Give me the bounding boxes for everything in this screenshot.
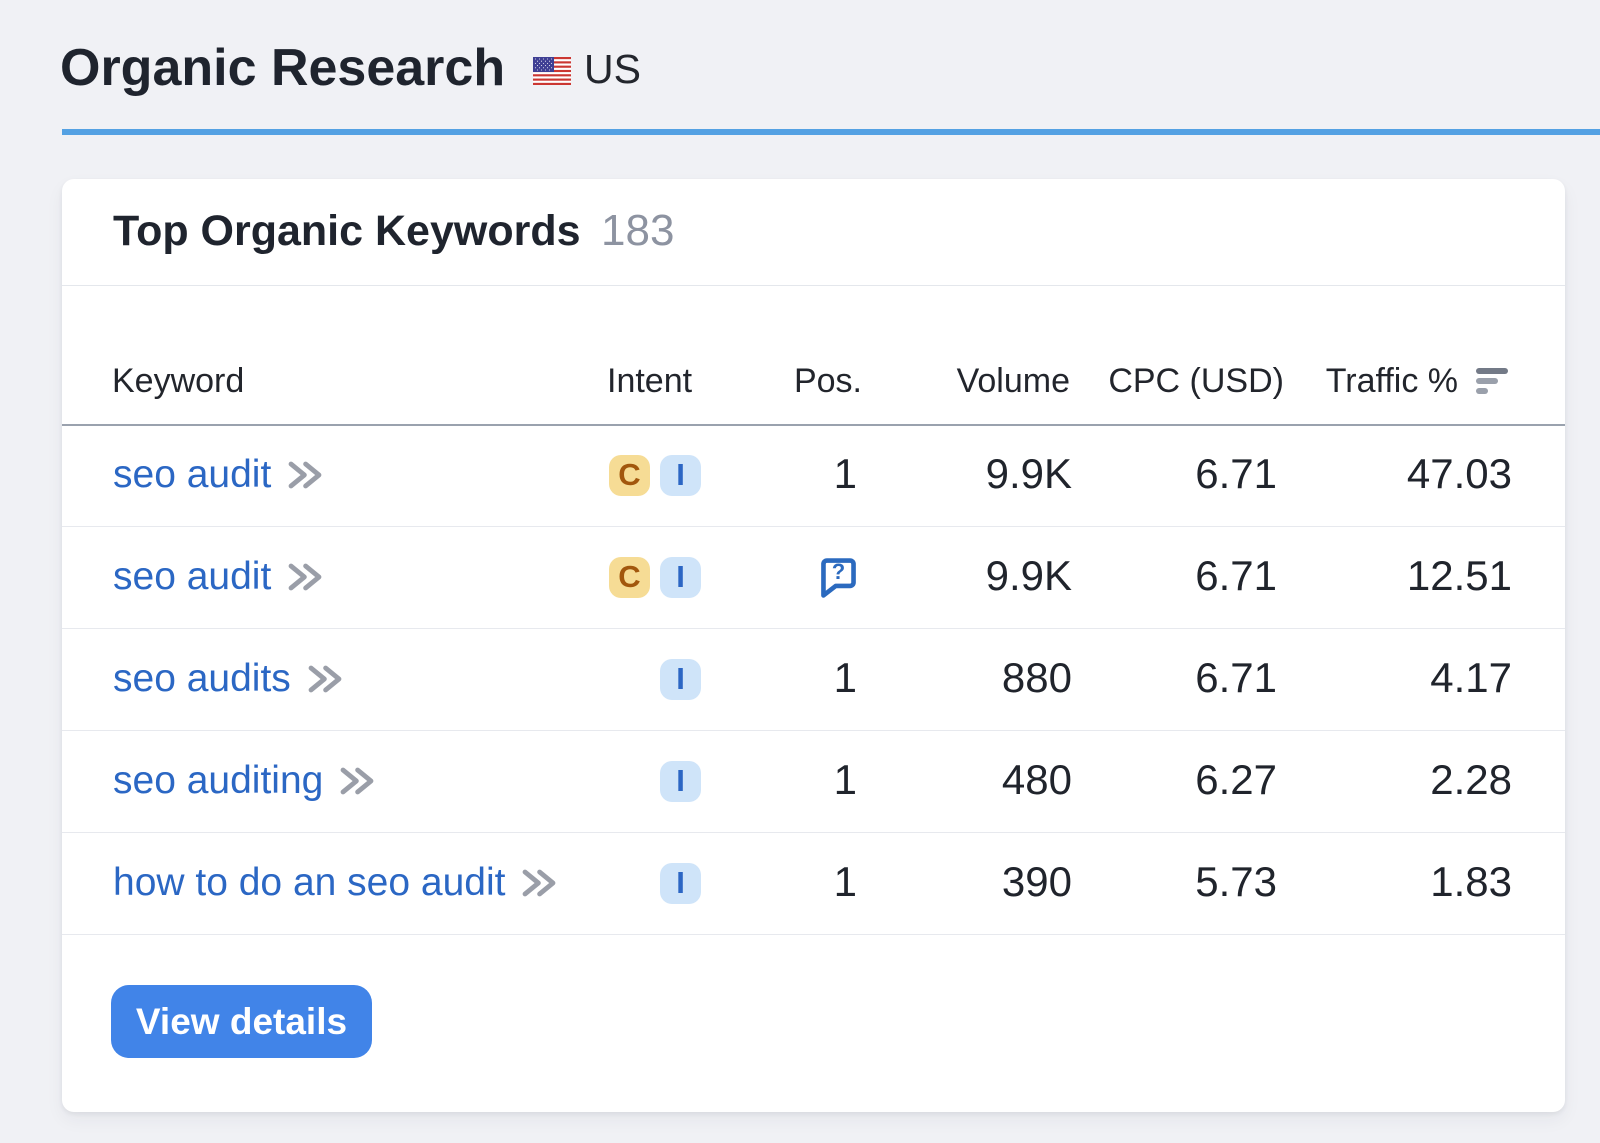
svg-text:?: ? xyxy=(832,559,845,584)
